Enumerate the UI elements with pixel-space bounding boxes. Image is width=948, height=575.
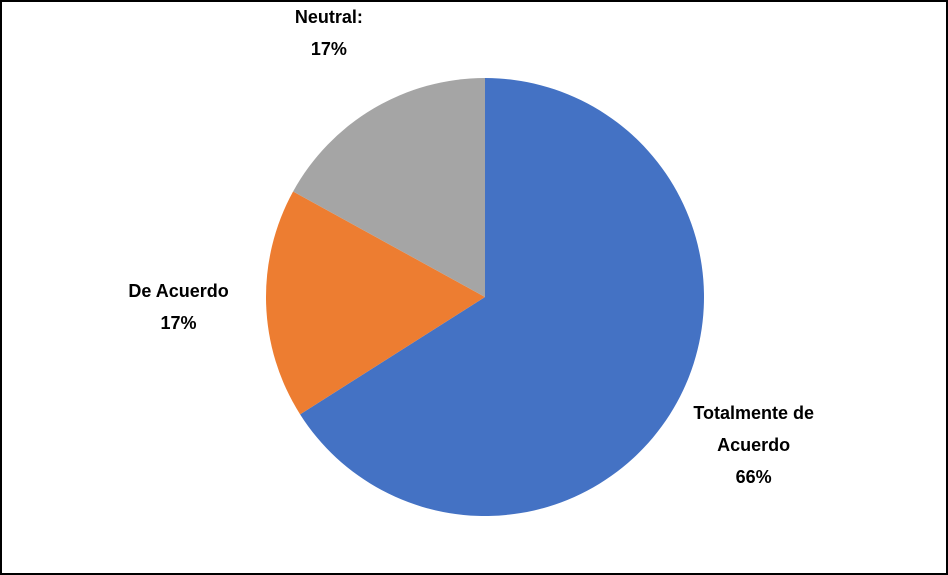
- category-label: Neutral:: [294, 7, 363, 28]
- category-label: De Acuerdo: [128, 280, 229, 301]
- value-label: 17%: [310, 39, 347, 60]
- category-label: Totalmente de Acuerdo: [693, 402, 815, 455]
- pie-slice: [266, 191, 485, 415]
- value-label: 66%: [735, 466, 772, 487]
- value-label: 17%: [160, 312, 197, 333]
- pie-slice: [293, 78, 485, 297]
- slice-label: Totalmente de Acuerdo 66%: [669, 397, 839, 493]
- pie-slice: [300, 78, 705, 516]
- slice-label: Neutral: 17%: [244, 1, 414, 65]
- slice-label: De Acuerdo 17%: [94, 275, 264, 339]
